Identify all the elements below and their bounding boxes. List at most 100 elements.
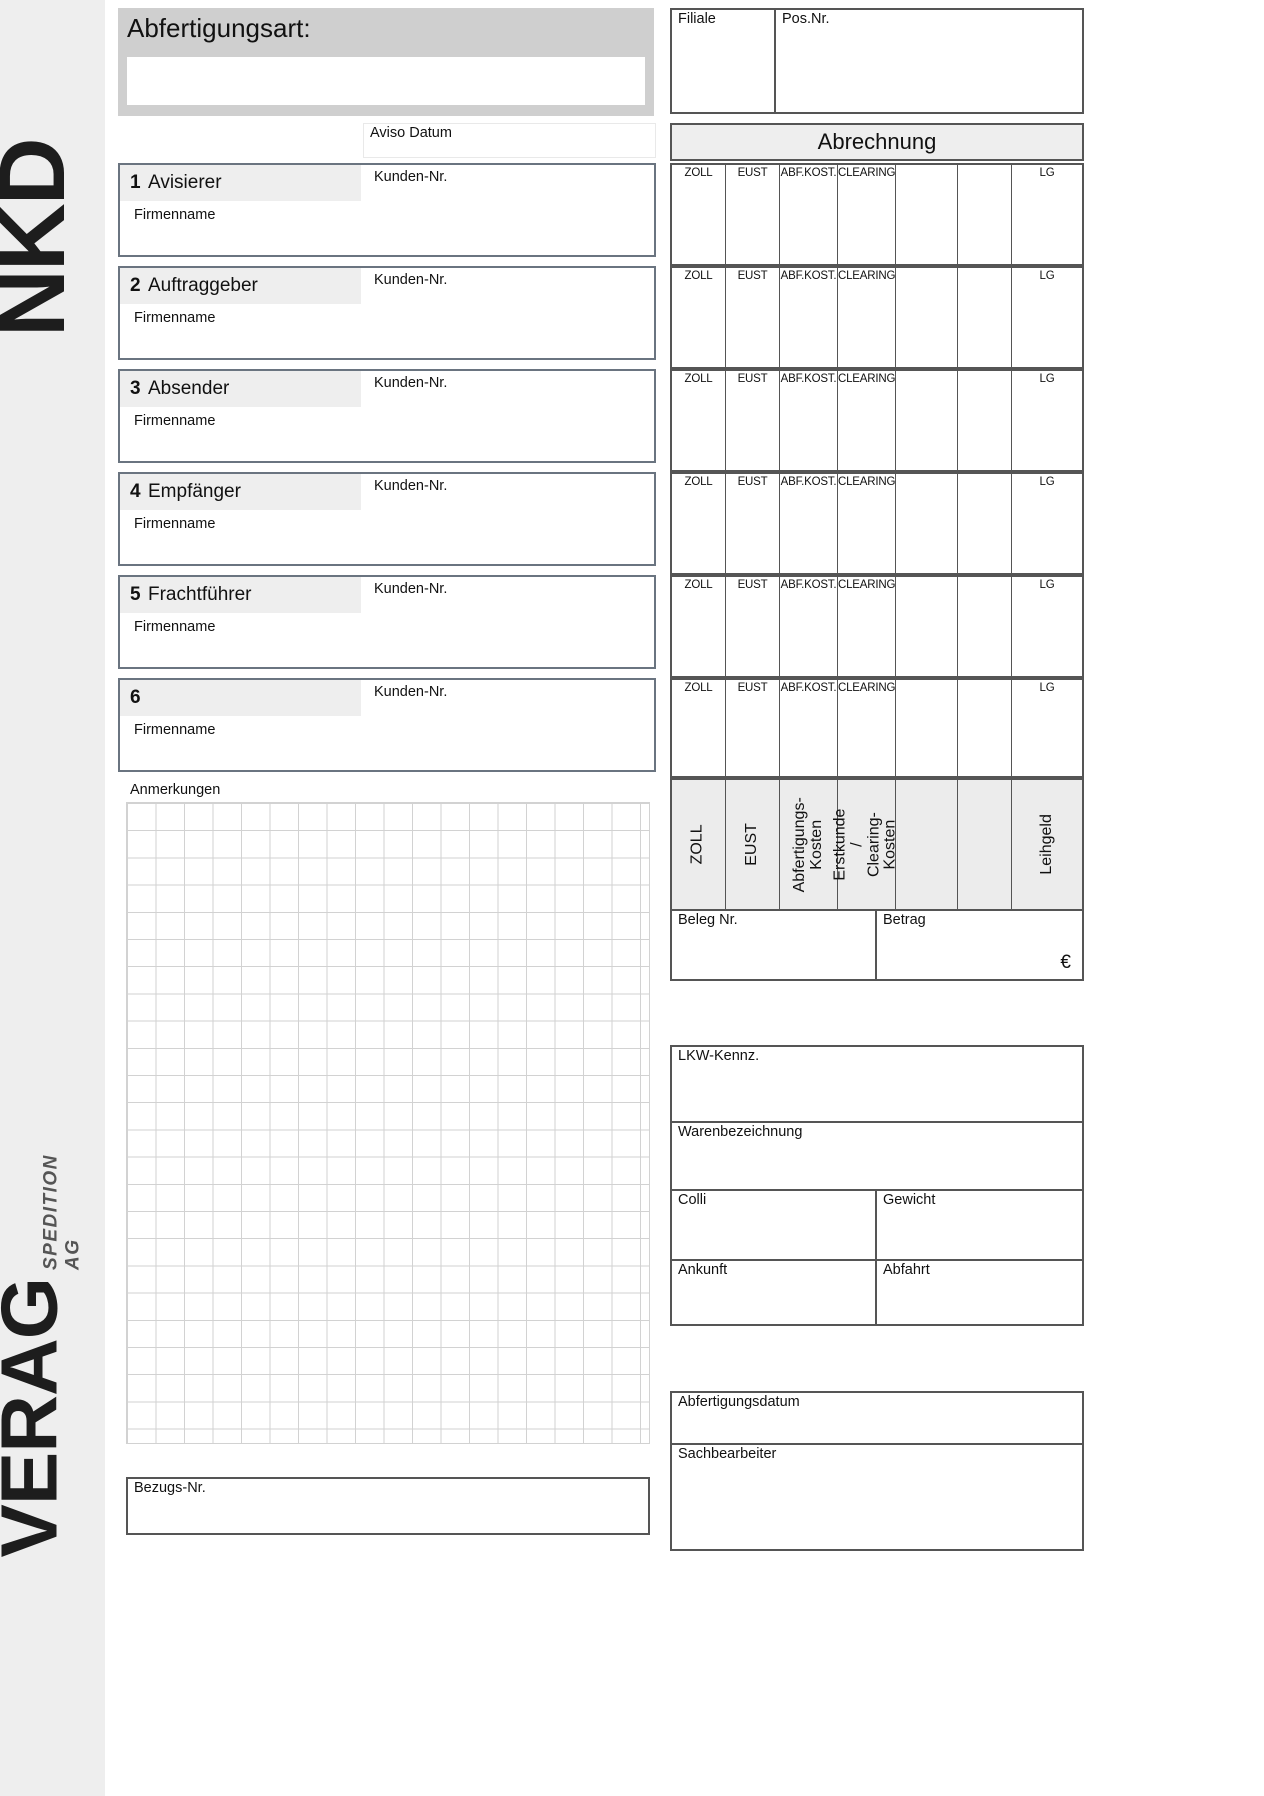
- cost-cell-blank5[interactable]: [958, 577, 1012, 676]
- abfertigungsdatum-label: Abfertigungsdatum: [678, 1394, 800, 1410]
- kunden-nr-field[interactable]: Kunden-Nr.: [365, 474, 654, 510]
- cost-cell-clearing[interactable]: CLEARING: [838, 680, 896, 776]
- cost-cell-lg[interactable]: LG: [1012, 165, 1082, 264]
- cost-cell-header: ZOLL: [684, 682, 713, 694]
- kunden-nr-field[interactable]: Kunden-Nr.: [365, 680, 654, 716]
- cost-cell-eust[interactable]: EUST: [726, 577, 780, 676]
- cost-cell-zoll[interactable]: ZOLL: [672, 268, 726, 367]
- cost-cell-eust[interactable]: EUST: [726, 371, 780, 470]
- cost-cell-blank4[interactable]: [896, 474, 958, 573]
- sachbearbeiter-field[interactable]: Sachbearbeiter: [672, 1445, 1082, 1549]
- cost-cell-abfkost[interactable]: ABF.KOST.: [780, 371, 838, 470]
- kunden-nr-field[interactable]: Kunden-Nr.: [365, 165, 654, 201]
- party-number: 4: [130, 481, 141, 502]
- cost-cell-blank5[interactable]: [958, 371, 1012, 470]
- cost-cell-clearing[interactable]: CLEARING: [838, 165, 896, 264]
- firmenname-field[interactable]: Firmenname: [120, 718, 654, 770]
- cost-cell-zoll[interactable]: ZOLL: [672, 165, 726, 264]
- cost-cell-eust[interactable]: EUST: [726, 680, 780, 776]
- gewicht-field[interactable]: Gewicht: [877, 1191, 1082, 1259]
- cost-cell-blank4[interactable]: [896, 165, 958, 264]
- summary-cell-label: Leihgeld: [1037, 814, 1055, 875]
- summary-cell-zoll[interactable]: ZOLL: [672, 780, 726, 909]
- summary-cell-blank4[interactable]: [896, 780, 958, 909]
- cost-cell-header: EUST: [737, 682, 768, 694]
- cost-cell-zoll[interactable]: ZOLL: [672, 577, 726, 676]
- party-row-2: 2 Auftraggeber Kunden-Nr. Firmenname: [118, 266, 656, 360]
- party-row-5: 5 Frachtführer Kunden-Nr. Firmenname: [118, 575, 656, 669]
- cost-cell-blank4[interactable]: [896, 268, 958, 367]
- lkw-kennz-field[interactable]: LKW-Kennz.: [672, 1047, 1082, 1121]
- cost-cell-header: ABF.KOST.: [780, 167, 837, 179]
- cost-row-6: ZOLL EUST ABF.KOST. CLEARING LG: [670, 678, 1084, 778]
- firmenname-field[interactable]: Firmenname: [120, 615, 654, 667]
- summary-cell-blank5[interactable]: [958, 780, 1012, 909]
- cost-cell-lg[interactable]: LG: [1012, 680, 1082, 776]
- cost-cell-blank5[interactable]: [958, 268, 1012, 367]
- cost-cell-clearing[interactable]: CLEARING: [838, 474, 896, 573]
- cost-cell-header: EUST: [737, 270, 768, 282]
- cost-cell-zoll[interactable]: ZOLL: [672, 371, 726, 470]
- divider: [774, 8, 776, 114]
- currency-symbol: €: [1060, 952, 1071, 973]
- abfertigungsdatum-field[interactable]: Abfertigungsdatum: [672, 1393, 1082, 1443]
- ankunft-field[interactable]: Ankunft: [672, 1261, 875, 1324]
- firmenname-field[interactable]: Firmenname: [120, 306, 654, 358]
- summary-cell-abfertigungskosten[interactable]: Abfertigungs- Kosten: [780, 780, 838, 909]
- summary-cell-leihgeld[interactable]: Leihgeld: [1012, 780, 1082, 909]
- kunden-nr-field[interactable]: Kunden-Nr.: [365, 577, 654, 613]
- party-role: Avisierer: [148, 172, 222, 193]
- cost-cell-header: ABF.KOST.: [780, 579, 837, 591]
- betrag-field[interactable]: Betrag: [877, 911, 1082, 979]
- firmenname-field[interactable]: Firmenname: [120, 512, 654, 564]
- cost-cell-header: CLEARING: [838, 682, 896, 694]
- cost-cell-lg[interactable]: LG: [1012, 268, 1082, 367]
- kunden-nr-field[interactable]: Kunden-Nr.: [365, 268, 654, 304]
- cost-cell-abfkost[interactable]: ABF.KOST.: [780, 474, 838, 573]
- cost-cell-clearing[interactable]: CLEARING: [838, 577, 896, 676]
- cost-cell-abfkost[interactable]: ABF.KOST.: [780, 680, 838, 776]
- cost-cell-header: CLEARING: [838, 373, 896, 385]
- cost-cell-eust[interactable]: EUST: [726, 268, 780, 367]
- kunden-nr-label: Kunden-Nr.: [374, 169, 448, 185]
- firmenname-field[interactable]: Firmenname: [120, 203, 654, 255]
- kunden-nr-field[interactable]: Kunden-Nr.: [365, 371, 654, 407]
- posnr-label: Pos.Nr.: [782, 11, 830, 27]
- cost-cell-abfkost[interactable]: ABF.KOST.: [780, 577, 838, 676]
- firmenname-field[interactable]: Firmenname: [120, 409, 654, 461]
- abfahrt-field[interactable]: Abfahrt: [877, 1261, 1082, 1324]
- cost-cell-zoll[interactable]: ZOLL: [672, 474, 726, 573]
- summary-cell-eust[interactable]: EUST: [726, 780, 780, 909]
- cost-cell-clearing[interactable]: CLEARING: [838, 371, 896, 470]
- beleg-nr-field[interactable]: Beleg Nr.: [672, 911, 875, 979]
- cost-cell-abfkost[interactable]: ABF.KOST.: [780, 165, 838, 264]
- cost-cell-lg[interactable]: LG: [1012, 474, 1082, 573]
- colli-field[interactable]: Colli: [672, 1191, 875, 1259]
- cost-cell-eust[interactable]: EUST: [726, 165, 780, 264]
- cost-cell-lg[interactable]: LG: [1012, 577, 1082, 676]
- cost-row-4: ZOLL EUST ABF.KOST. CLEARING LG: [670, 472, 1084, 575]
- cost-cell-header: ZOLL: [684, 270, 713, 282]
- cost-cell-blank5[interactable]: [958, 165, 1012, 264]
- cost-cell-lg[interactable]: LG: [1012, 371, 1082, 470]
- cost-cell-blank4[interactable]: [896, 680, 958, 776]
- firmenname-label: Firmenname: [134, 619, 216, 635]
- cost-cell-blank4[interactable]: [896, 577, 958, 676]
- posnr-field[interactable]: Pos.Nr.: [776, 10, 1082, 112]
- cost-cell-zoll[interactable]: ZOLL: [672, 680, 726, 776]
- cost-cell-blank5[interactable]: [958, 474, 1012, 573]
- cost-cell-blank5[interactable]: [958, 680, 1012, 776]
- cost-cell-blank4[interactable]: [896, 371, 958, 470]
- party-number: 6: [130, 687, 141, 708]
- cost-cell-clearing[interactable]: CLEARING: [838, 268, 896, 367]
- aviso-datum-field[interactable]: Aviso Datum: [363, 123, 656, 158]
- warenbezeichnung-field[interactable]: Warenbezeichnung: [672, 1123, 1082, 1189]
- cost-cell-abfkost[interactable]: ABF.KOST.: [780, 268, 838, 367]
- summary-cell-erstkundeclearingkosten[interactable]: Erstkunde / Clearing-Kosten: [832, 780, 899, 909]
- abfertigungsart-input[interactable]: [127, 57, 645, 105]
- bezugs-nr-field[interactable]: Bezugs-Nr.: [126, 1477, 650, 1535]
- summary-cell-label: Abfertigungs- Kosten: [790, 796, 825, 893]
- filiale-field[interactable]: Filiale: [672, 10, 774, 112]
- cost-cell-eust[interactable]: EUST: [726, 474, 780, 573]
- anmerkungen-grid-input[interactable]: [126, 802, 650, 1444]
